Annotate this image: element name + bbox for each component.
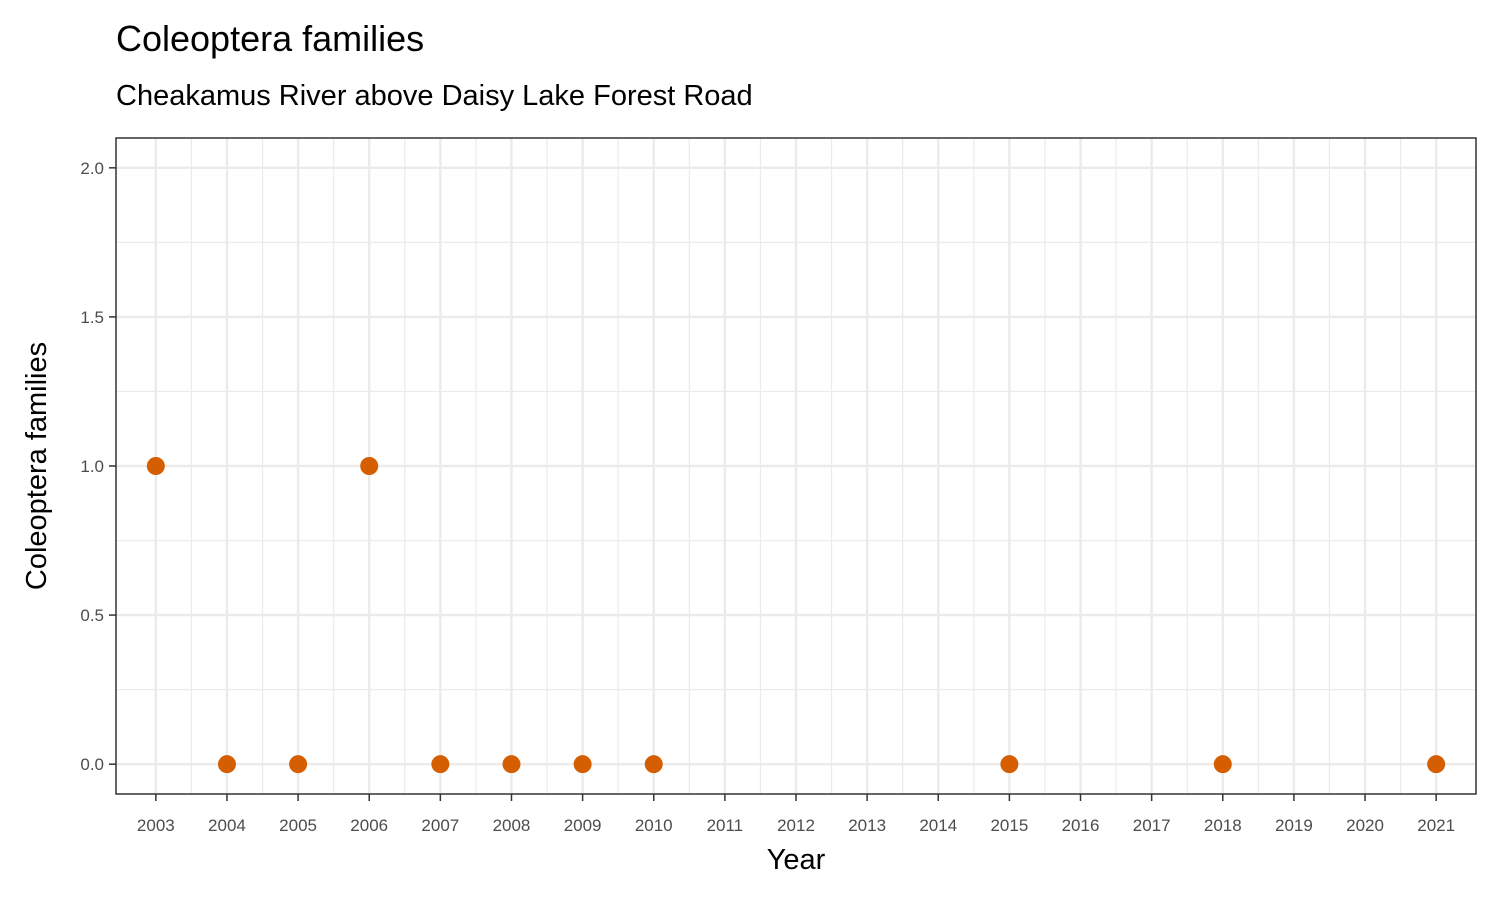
data-point xyxy=(360,457,379,475)
data-point xyxy=(1000,755,1019,774)
x-tick-label: 2012 xyxy=(777,816,815,835)
x-axis: 2003 2004 2005 2006 2007 2008 2009 2010 2011 2012… xyxy=(137,794,1455,835)
data-points xyxy=(146,457,1446,774)
data-point xyxy=(217,755,236,774)
y-tick-label: 1.5 xyxy=(80,308,104,327)
y-axis-title: Coleoptera families xyxy=(21,342,53,590)
x-tick-label: 2016 xyxy=(1062,816,1100,835)
x-tick-label: 2013 xyxy=(848,816,886,835)
chart-title: Coleoptera families xyxy=(116,18,425,59)
x-tick-label: 2011 xyxy=(707,816,744,835)
data-point xyxy=(146,457,165,475)
chart-subtitle: Cheakamus River above Daisy Lake Forest … xyxy=(116,80,753,112)
y-tick-label: 0.5 xyxy=(80,606,104,625)
x-axis-title: Year xyxy=(767,844,826,876)
x-tick-label: 2006 xyxy=(350,816,388,835)
x-tick-label: 2014 xyxy=(919,816,957,835)
y-tick-label: 0.0 xyxy=(80,755,104,774)
x-tick-label: 2008 xyxy=(493,816,531,835)
y-axis: 0.0 0.5 1.0 1.5 2.0 xyxy=(80,159,116,774)
data-point xyxy=(573,755,592,774)
x-tick-label: 2018 xyxy=(1204,816,1242,835)
x-tick-label: 2003 xyxy=(137,816,175,835)
x-tick-label: 2015 xyxy=(990,816,1028,835)
x-tick-label: 2010 xyxy=(635,816,673,835)
x-tick-label: 2004 xyxy=(208,816,246,835)
x-tick-label: 2005 xyxy=(279,816,317,835)
x-tick-label: 2020 xyxy=(1346,816,1384,835)
x-tick-label: 2009 xyxy=(564,816,602,835)
data-point xyxy=(431,755,450,774)
x-tick-label: 2017 xyxy=(1133,816,1171,835)
data-point xyxy=(289,755,308,774)
x-tick-label: 2019 xyxy=(1275,816,1313,835)
major-gridlines xyxy=(116,138,1476,794)
x-tick-label: 2007 xyxy=(421,816,459,835)
y-tick-label: 1.0 xyxy=(80,457,104,476)
data-point xyxy=(1427,755,1446,774)
y-tick-label: 2.0 xyxy=(80,159,104,178)
data-point xyxy=(644,755,663,774)
x-tick-label: 2021 xyxy=(1417,816,1455,835)
data-point xyxy=(502,755,521,774)
data-point xyxy=(1213,755,1232,774)
